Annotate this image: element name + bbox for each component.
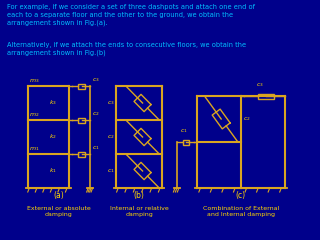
Text: $c_1$: $c_1$ — [92, 144, 100, 152]
Text: $c_2$: $c_2$ — [107, 133, 115, 141]
Bar — [78, 151, 85, 156]
Text: $c_1$: $c_1$ — [107, 167, 115, 175]
Bar — [78, 118, 85, 122]
Bar — [78, 84, 85, 89]
Text: $c_3$: $c_3$ — [92, 76, 100, 84]
Text: External or absolute
damping: External or absolute damping — [27, 206, 91, 217]
Text: For example, if we consider a set of three dashpots and attach one end of
each t: For example, if we consider a set of thr… — [7, 4, 255, 26]
Text: Internal or relative
damping: Internal or relative damping — [110, 206, 168, 217]
Text: $c_3$: $c_3$ — [256, 81, 263, 89]
Text: $m_2$: $m_2$ — [29, 111, 40, 119]
Text: $c_3$: $c_3$ — [107, 99, 115, 107]
Text: $k_3$: $k_3$ — [49, 99, 57, 108]
Text: $m_3$: $m_3$ — [29, 77, 40, 85]
Text: $m_1$: $m_1$ — [29, 145, 40, 153]
Text: $c_1$: $c_1$ — [180, 127, 188, 135]
Text: $k_2$: $k_2$ — [49, 132, 57, 141]
Text: $c_2$: $c_2$ — [92, 110, 100, 118]
Text: Alternatively, if we attach the ends to consecutive floors, we obtain the
arrang: Alternatively, if we attach the ends to … — [7, 42, 246, 56]
Text: Combination of External
and Internal damping: Combination of External and Internal dam… — [203, 206, 279, 217]
Bar — [183, 139, 189, 144]
Text: (b): (b) — [134, 191, 145, 200]
Text: $k_1$: $k_1$ — [49, 167, 57, 175]
Bar — [258, 94, 274, 98]
Text: (c): (c) — [236, 191, 246, 200]
Text: $c_2$: $c_2$ — [243, 115, 251, 123]
Text: (a): (a) — [54, 191, 64, 200]
